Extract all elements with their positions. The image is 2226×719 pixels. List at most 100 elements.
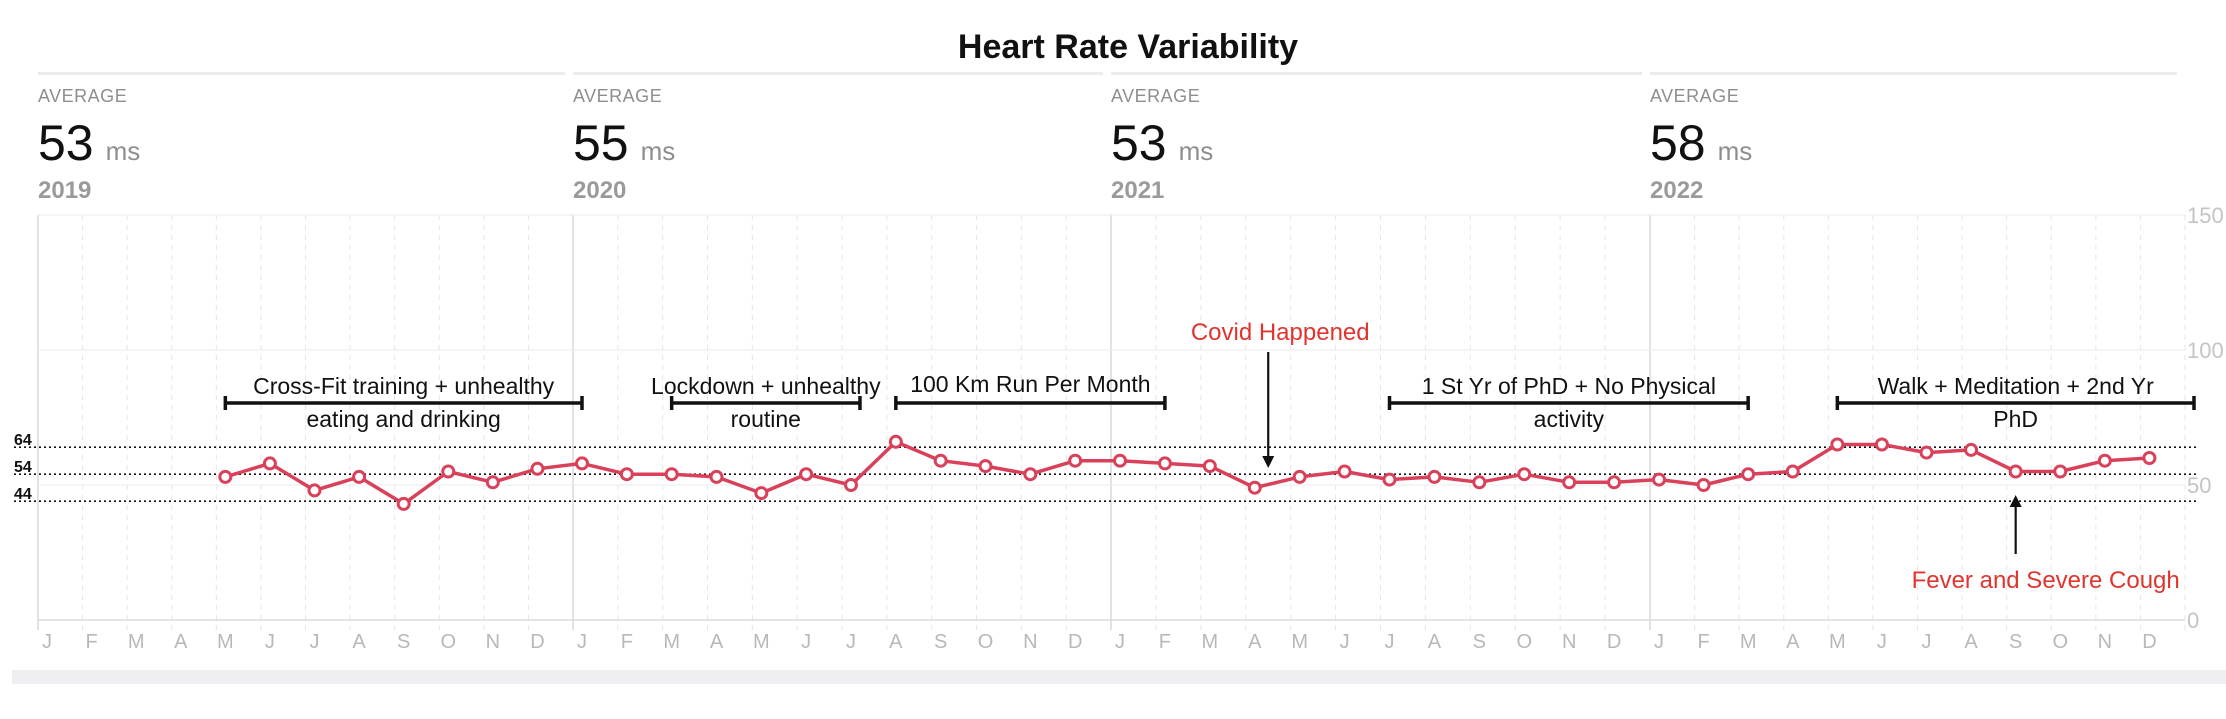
hrv-series-line	[224, 440, 2150, 506]
hrv-data-point	[978, 459, 993, 474]
hrv-data-point	[1337, 464, 1352, 479]
hrv-data-point	[485, 475, 500, 490]
y-tick-label: 150	[2187, 203, 2224, 228]
bottom-band	[12, 670, 2226, 684]
panel-average-label: AVERAGE	[1111, 86, 1200, 106]
panel-average-value: 55 ms	[573, 115, 675, 171]
annotation-text: eating and drinking	[306, 406, 500, 432]
month-tick-label: F	[621, 631, 633, 653]
hrv-data-point	[1292, 469, 1307, 484]
month-tick-label: M	[1291, 631, 1308, 653]
hrv-data-point	[844, 478, 858, 492]
month-tick-label: J	[801, 631, 811, 653]
month-tick-label: M	[753, 631, 770, 653]
month-tick-label: S	[397, 631, 410, 653]
annotation-text: PhD	[1993, 406, 2038, 432]
hrv-data-point	[352, 469, 367, 484]
hrv-data-point	[1157, 456, 1172, 471]
hrv-data-point	[1427, 469, 1442, 484]
hrv-data-point	[2008, 464, 2023, 479]
month-tick-label: A	[889, 631, 903, 653]
month-tick-label: S	[2009, 631, 2022, 653]
panel-year: 2020	[573, 177, 626, 204]
hrv-data-point	[307, 483, 322, 498]
reference-line-label: 54	[14, 459, 32, 476]
month-tick-label: A	[174, 631, 188, 653]
annotation-text: 1 St Yr of PhD + No Physical	[1422, 373, 1716, 399]
annotation-text: Lockdown + unhealthy	[651, 373, 881, 399]
month-tick-label: F	[85, 631, 97, 653]
hrv-data-point	[1607, 475, 1622, 490]
month-tick-label: M	[217, 631, 234, 653]
panel-average-value: 53 ms	[38, 115, 140, 171]
month-tick-label: N	[1562, 631, 1576, 653]
hrv-data-point	[530, 461, 545, 476]
month-tick-label: J	[1922, 631, 1932, 653]
hrv-data-point	[1562, 475, 1577, 490]
month-tick-label: N	[1023, 631, 1037, 653]
panel-average-label: AVERAGE	[38, 86, 127, 106]
hrv-data-point	[754, 486, 769, 501]
month-tick-label: M	[1201, 631, 1218, 653]
panel-top-rule	[1111, 72, 1642, 75]
hrv-data-point	[1023, 467, 1038, 482]
reference-line-label: 44	[14, 486, 32, 503]
panel-average-value: 58 ms	[1650, 115, 1752, 171]
month-tick-label: F	[1697, 631, 1709, 653]
annotation-arrow-head	[2009, 495, 2022, 507]
hrv-data-point	[1652, 472, 1666, 487]
hrv-data-point	[1517, 467, 1532, 482]
month-tick-label: J	[577, 631, 587, 653]
hrv-data-point	[709, 469, 724, 484]
month-tick-label: A	[1786, 631, 1800, 653]
hrv-data-point	[2097, 453, 2112, 468]
month-tick-label: O	[1516, 631, 1532, 653]
hrv-data-point	[2053, 464, 2068, 479]
month-tick-label: S	[934, 631, 947, 653]
panel-average-value: 53 ms	[1111, 115, 1213, 171]
hrv-data-point	[1382, 472, 1397, 487]
panel-year: 2019	[38, 177, 91, 204]
hrv-data-point	[1113, 453, 1127, 468]
panel-top-rule	[1650, 72, 2177, 75]
annotation-arrow-head	[1262, 456, 1275, 468]
hrv-data-point	[218, 469, 233, 484]
chart-title: Heart Rate Variability	[958, 28, 1298, 66]
month-tick-label: D	[1068, 631, 1082, 653]
hrv-data-point	[1830, 437, 1845, 452]
panel-year: 2021	[1111, 177, 1164, 204]
panel-year: 2022	[1650, 177, 1703, 204]
hrv-data-point	[441, 464, 456, 479]
month-tick-label: J	[42, 631, 52, 653]
hrv-data-point	[1874, 437, 1889, 452]
month-tick-label: M	[1829, 631, 1846, 653]
month-tick-label: D	[1607, 631, 1621, 653]
annotation-text: Walk + Meditation + 2nd Yr	[1878, 373, 2154, 399]
month-tick-label: J	[1385, 631, 1395, 653]
hrv-data-point	[1068, 453, 1083, 468]
hrv-data-point	[2142, 451, 2157, 465]
y-tick-label: 50	[2187, 473, 2211, 498]
month-tick-label: M	[128, 631, 145, 653]
reference-line-label: 64	[14, 432, 32, 449]
panel-top-rule	[573, 72, 1103, 75]
hrv-data-point	[1919, 445, 1934, 460]
panel-average-label: AVERAGE	[573, 86, 662, 106]
annotation-text: 100 Km Run Per Month	[910, 371, 1150, 397]
hrv-data-point	[1247, 480, 1262, 495]
hrv-data-point	[619, 467, 634, 482]
hrv-data-point	[1964, 442, 1979, 457]
month-tick-label: N	[2098, 631, 2112, 653]
hrv-data-point	[1202, 459, 1217, 474]
month-tick-label: M	[663, 631, 680, 653]
hrv-data-point	[262, 456, 277, 471]
month-tick-label: J	[265, 631, 275, 653]
hrv-data-point	[1785, 464, 1800, 479]
hrv-data-point	[799, 467, 814, 482]
hrv-data-point	[396, 496, 411, 511]
month-tick-label: D	[2142, 631, 2156, 653]
month-tick-label: J	[1654, 631, 1664, 653]
annotation-text: activity	[1534, 406, 1605, 432]
month-tick-label: F	[1159, 631, 1171, 653]
